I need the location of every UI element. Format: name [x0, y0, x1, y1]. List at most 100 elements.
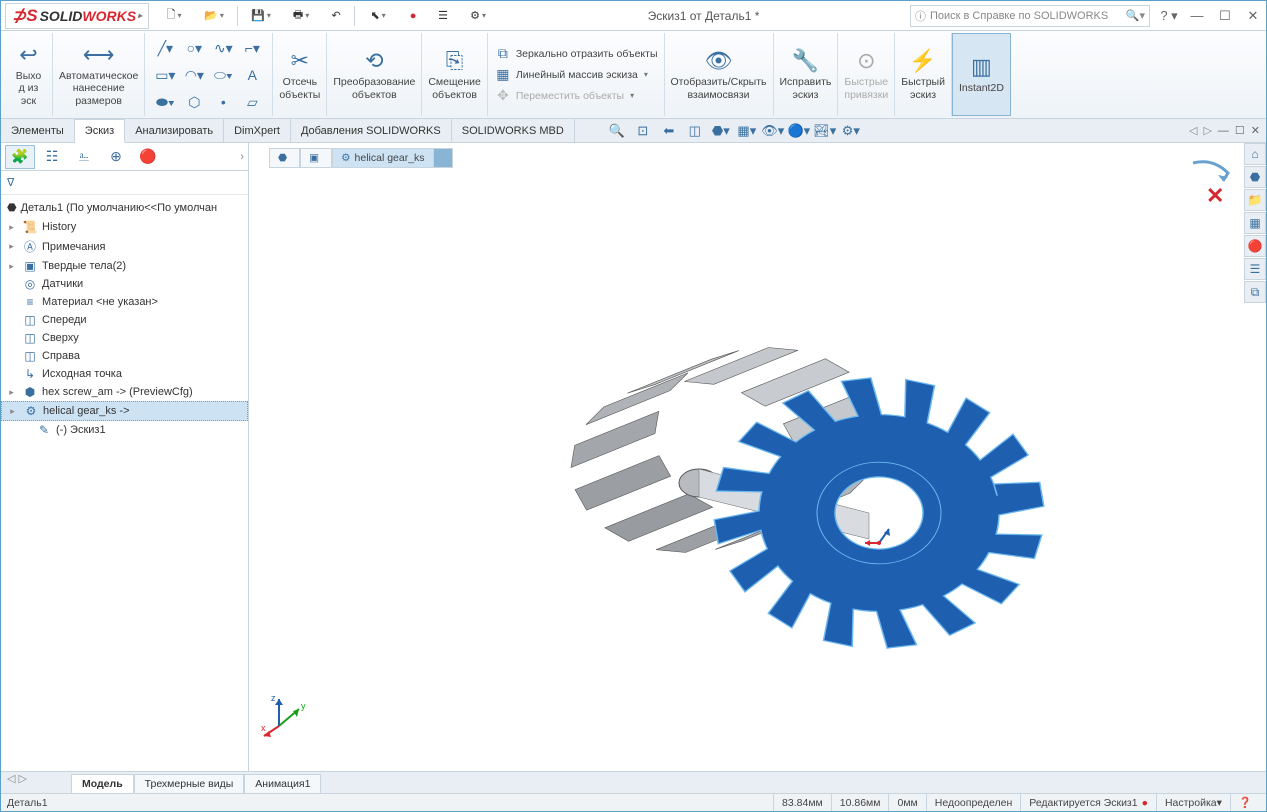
- move-button[interactable]: ✥Переместить объекты▾: [494, 87, 658, 104]
- tree-filter[interactable]: ∇: [1, 171, 248, 195]
- minimize-button[interactable]: —: [1188, 7, 1206, 25]
- graphics-area[interactable]: ⬣ ▣ ⚙helical gear_ks x y z ✕ ⌂: [249, 143, 1266, 771]
- smart-dimension-button[interactable]: ⟷ Автоматическое нанесение размеров: [53, 33, 145, 116]
- cancel-icon[interactable]: ✕: [1206, 183, 1224, 208]
- trim-button[interactable]: ✂ Отсечь объекты: [273, 33, 327, 116]
- doc-minimize-button[interactable]: —: [1218, 125, 1229, 137]
- btab-анимация1[interactable]: Анимация1: [244, 774, 321, 793]
- plane-tool[interactable]: ▱: [238, 89, 266, 115]
- select-button[interactable]: ⬉▾: [359, 4, 397, 28]
- text-tool[interactable]: A: [238, 62, 266, 88]
- config-manager-tab[interactable]: ⎁: [69, 145, 99, 169]
- view-orient-button[interactable]: ⬣▾: [709, 121, 733, 141]
- polygon-tool[interactable]: ⬡: [180, 89, 208, 115]
- rapid-sketch-button[interactable]: ⚡ Быстрый эскиз: [895, 33, 952, 116]
- zoom-fit-button[interactable]: 🔍: [605, 121, 629, 141]
- tab-dimxpert[interactable]: DimXpert: [224, 119, 291, 142]
- scroll-left-button[interactable]: ◁ ▷: [7, 772, 27, 785]
- tree-item[interactable]: ↳Исходная точка: [1, 365, 248, 383]
- slot-tool[interactable]: ⬬▾: [151, 89, 179, 115]
- tree-item[interactable]: ▸⬢hex screw_am -> (PreviewCfg): [1, 383, 248, 401]
- point-tool[interactable]: •: [209, 89, 237, 115]
- mirror-button[interactable]: ⧉Зеркально отразить объекты: [494, 45, 658, 62]
- doc-next-button[interactable]: ▷: [1203, 124, 1211, 137]
- offset-button[interactable]: ⎘ Смещение объектов: [422, 33, 488, 116]
- display-relations-button[interactable]: 👁 Отобразить/Скрыть взаимосвязи: [665, 33, 774, 116]
- repair-sketch-button[interactable]: 🔧 Исправить эскиз: [774, 33, 839, 116]
- btab-модель[interactable]: Модель: [71, 774, 134, 793]
- bc-body[interactable]: ▣: [300, 148, 332, 168]
- property-manager-tab[interactable]: ☷: [37, 145, 67, 169]
- tab-элементы[interactable]: Элементы: [1, 119, 75, 142]
- status-custom[interactable]: Настройка ▾: [1156, 794, 1230, 811]
- ellipse-tool[interactable]: ⬭▾: [209, 62, 237, 88]
- close-button[interactable]: ✕: [1244, 7, 1262, 25]
- circle-tool[interactable]: ○▾: [180, 35, 208, 61]
- view-palette-tab[interactable]: ▦: [1244, 212, 1266, 234]
- display-manager-tab[interactable]: 🔴: [133, 145, 163, 169]
- bc-end[interactable]: [433, 148, 453, 168]
- prev-view-button[interactable]: ⬅: [657, 121, 681, 141]
- edit-appearance-button[interactable]: 🔵▾: [787, 121, 811, 141]
- doc-prev-button[interactable]: ◁: [1189, 124, 1197, 137]
- resources-tab[interactable]: ⌂: [1244, 143, 1266, 165]
- exit-sketch-button[interactable]: ↩ Выхо д из эск: [5, 33, 53, 116]
- help-search[interactable]: ⓘ Поиск в Справке по SOLIDWORKS 🔍▾: [910, 5, 1150, 27]
- help-dropdown[interactable]: ? ▾: [1160, 7, 1178, 25]
- forum-tab[interactable]: ⧉: [1244, 281, 1266, 303]
- tab-анализировать[interactable]: Анализировать: [125, 119, 224, 142]
- design-library-tab[interactable]: ⬣: [1244, 166, 1266, 188]
- convert-button[interactable]: ⟲ Преобразование объектов: [327, 33, 422, 116]
- doc-close-button[interactable]: ✕: [1251, 124, 1260, 137]
- tab-эскиз[interactable]: Эскиз: [75, 119, 125, 143]
- tree-item[interactable]: ◎Датчики: [1, 275, 248, 293]
- tree-item[interactable]: ◫Сверху: [1, 329, 248, 347]
- save-button[interactable]: 💾▾: [242, 4, 280, 28]
- side-expand-button[interactable]: ›: [240, 151, 244, 163]
- tree-item[interactable]: ▸▣Твердые тела(2): [1, 257, 248, 275]
- app-logo[interactable]: ⊅S SOLIDWORKS ▸: [5, 3, 149, 29]
- btab-трехмерные виды[interactable]: Трехмерные виды: [134, 774, 245, 793]
- bc-feature[interactable]: ⚙helical gear_ks: [332, 148, 433, 168]
- rect-tool[interactable]: ▭▾: [151, 62, 179, 88]
- tree-item[interactable]: ▸⚙helical gear_ks ->: [1, 401, 248, 421]
- maximize-button[interactable]: ☐: [1216, 7, 1234, 25]
- tree-item[interactable]: ◫Спереди: [1, 311, 248, 329]
- tree-root[interactable]: ⬣ Деталь1 (По умолчанию<<По умолчан: [1, 197, 248, 218]
- tree-item[interactable]: ◫Справа: [1, 347, 248, 365]
- linear-pattern-button[interactable]: ▦Линейный массив эскиза▾: [494, 66, 658, 83]
- quick-snaps-button[interactable]: ⊙ Быстрые привязки: [838, 33, 895, 116]
- tab-добавления-solidworks[interactable]: Добавления SOLIDWORKS: [291, 119, 452, 142]
- arc-tool[interactable]: ◠▾: [180, 62, 208, 88]
- custom-props-tab[interactable]: ☰: [1244, 258, 1266, 280]
- view-settings-button[interactable]: ⚙▾: [839, 121, 863, 141]
- instant2d-button[interactable]: ▥ Instant2D: [952, 33, 1011, 116]
- display-style-button[interactable]: ▦▾: [735, 121, 759, 141]
- tree-item[interactable]: ▸📜History: [1, 218, 248, 236]
- hide-show-button[interactable]: 👁▾: [761, 121, 785, 141]
- tree-item[interactable]: ✎(-) Эскиз1: [1, 421, 248, 439]
- bc-part[interactable]: ⬣: [269, 148, 300, 168]
- spline-tool[interactable]: ∿▾: [209, 35, 237, 61]
- open-button[interactable]: 📂▾: [195, 4, 233, 28]
- print-button[interactable]: 🖶▾: [282, 4, 320, 28]
- new-button[interactable]: 🗋▾: [155, 4, 193, 28]
- section-view-button[interactable]: ◫: [683, 121, 707, 141]
- zoom-area-button[interactable]: ⊡: [631, 121, 655, 141]
- undo-button[interactable]: ↶: [322, 4, 350, 28]
- tree-item[interactable]: ▸ⒶПримечания: [1, 236, 248, 257]
- fillet-tool[interactable]: ⌐▾: [238, 35, 266, 61]
- apply-scene-button[interactable]: 🏞▾: [813, 121, 837, 141]
- file-explorer-tab[interactable]: 📁: [1244, 189, 1266, 211]
- status-mode[interactable]: Редактируется Эскиз1 ●: [1020, 794, 1156, 811]
- dimxpert-tab[interactable]: ⊕: [101, 145, 131, 169]
- rebuild-button[interactable]: ●: [399, 4, 427, 28]
- line-tool[interactable]: ╱▾: [151, 35, 179, 61]
- feature-tree-tab[interactable]: 🧩: [5, 145, 35, 169]
- tree-item[interactable]: ≡Материал <не указан>: [1, 293, 248, 311]
- tab-solidworks-mbd[interactable]: SOLIDWORKS MBD: [452, 119, 575, 142]
- appearances-tab[interactable]: 🔴: [1244, 235, 1266, 257]
- settings-button[interactable]: ⚙▾: [459, 4, 497, 28]
- status-help[interactable]: ❓: [1230, 794, 1260, 811]
- options-button[interactable]: ☰: [429, 4, 457, 28]
